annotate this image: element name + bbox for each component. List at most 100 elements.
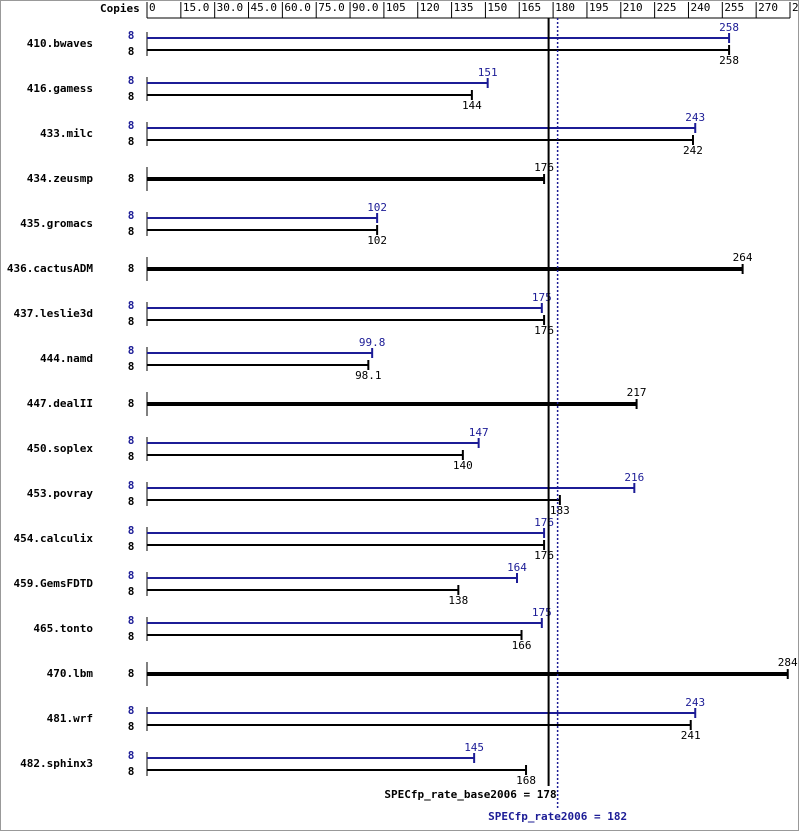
value-label: 176 — [534, 516, 554, 529]
bar — [147, 364, 369, 366]
value-label: 284 — [778, 656, 798, 669]
bar — [147, 589, 459, 591]
category-label: 416.gamess — [27, 82, 93, 95]
value-label: 241 — [681, 729, 701, 742]
x-tick-label: 105 — [386, 1, 406, 14]
copies-label: 8 — [128, 45, 135, 58]
copies-label: 8 — [128, 450, 135, 463]
bar — [147, 49, 730, 51]
bar — [147, 454, 463, 456]
copies-label: 8 — [128, 397, 135, 410]
value-label: 140 — [453, 459, 473, 472]
copies-label: 8 — [128, 569, 135, 582]
copies-label: 8 — [128, 262, 135, 275]
x-tick-label: 15.0 — [183, 1, 210, 14]
bar — [147, 712, 696, 714]
copies-label: 8 — [128, 344, 135, 357]
category-label: 435.gromacs — [20, 217, 93, 230]
reference-label: SPECfp_rate_base2006 = 178 — [384, 788, 556, 801]
value-label: 243 — [685, 111, 705, 124]
value-label: 102 — [367, 234, 387, 247]
category-label: 481.wrf — [47, 712, 93, 725]
copies-label: 8 — [128, 585, 135, 598]
x-tick-label: 210 — [623, 1, 643, 14]
value-label: 168 — [516, 774, 536, 787]
value-label: 216 — [624, 471, 644, 484]
x-tick-label: 195 — [589, 1, 609, 14]
value-label: 258 — [719, 54, 739, 67]
x-tick-label: 165 — [521, 1, 541, 14]
copies-label: 8 — [128, 135, 135, 148]
bar — [147, 769, 527, 771]
bar — [147, 577, 518, 579]
copies-label: 8 — [128, 630, 135, 643]
value-label: 102 — [367, 201, 387, 214]
bar — [147, 267, 743, 271]
value-label: 175 — [532, 606, 552, 619]
category-label: 465.tonto — [33, 622, 93, 635]
category-label: 453.povray — [27, 487, 94, 500]
copies-label: 8 — [128, 315, 135, 328]
reference-label: SPECfp_rate2006 = 182 — [488, 810, 627, 823]
bar — [147, 319, 545, 321]
bar — [147, 442, 479, 444]
value-label: 98.1 — [355, 369, 382, 382]
value-label: 243 — [685, 696, 705, 709]
copies-label: 8 — [128, 29, 135, 42]
bar — [147, 307, 542, 309]
bar — [147, 229, 378, 231]
copies-label: 8 — [128, 749, 135, 762]
value-label: 183 — [550, 504, 570, 517]
x-tick-label: 180 — [555, 1, 575, 14]
copies-label: 8 — [128, 74, 135, 87]
category-label: 454.calculix — [14, 532, 94, 545]
category-label: 459.GemsFDTD — [14, 577, 94, 590]
bar — [147, 724, 691, 726]
value-label: 176 — [534, 549, 554, 562]
copies-label: 8 — [128, 667, 135, 680]
bar — [147, 82, 488, 84]
category-label: 434.zeusmp — [27, 172, 94, 185]
value-label: 176 — [534, 324, 554, 337]
x-tick-label: 270 — [758, 1, 778, 14]
copies-label: 8 — [128, 614, 135, 627]
x-tick-label: 45.0 — [251, 1, 277, 14]
category-label: 447.dealII — [27, 397, 93, 410]
copies-label: 8 — [128, 225, 135, 238]
category-label: 433.milc — [40, 127, 93, 140]
bar — [147, 402, 637, 406]
value-label: 147 — [469, 426, 489, 439]
value-label: 145 — [464, 741, 484, 754]
value-label: 166 — [512, 639, 532, 652]
copies-label: 8 — [128, 172, 135, 185]
value-label: 176 — [534, 161, 554, 174]
bar — [147, 634, 522, 636]
value-label: 264 — [733, 251, 753, 264]
value-label: 164 — [507, 561, 527, 574]
copies-label: 8 — [128, 479, 135, 492]
bar — [147, 94, 472, 96]
category-label: 437.leslie3d — [14, 307, 93, 320]
category-label: 470.lbm — [47, 667, 94, 680]
x-tick-label: 135 — [454, 1, 474, 14]
x-tick-label: 150 — [487, 1, 507, 14]
x-tick-label: 120 — [420, 1, 440, 14]
bar — [147, 139, 693, 141]
x-tick-label: 60.0 — [284, 1, 311, 14]
copies-header: Copies — [100, 2, 140, 15]
bar — [147, 544, 545, 546]
bar — [147, 622, 542, 624]
x-tick-label: 90.0 — [352, 1, 379, 14]
copies-label: 8 — [128, 434, 135, 447]
bar — [147, 127, 696, 129]
value-label: 99.8 — [359, 336, 386, 349]
copies-label: 8 — [128, 209, 135, 222]
copies-label: 8 — [128, 765, 135, 778]
copies-label: 8 — [128, 524, 135, 537]
value-label: 242 — [683, 144, 703, 157]
copies-label: 8 — [128, 360, 135, 373]
copies-label: 8 — [128, 119, 135, 132]
copies-label: 8 — [128, 704, 135, 717]
bar — [147, 499, 560, 501]
